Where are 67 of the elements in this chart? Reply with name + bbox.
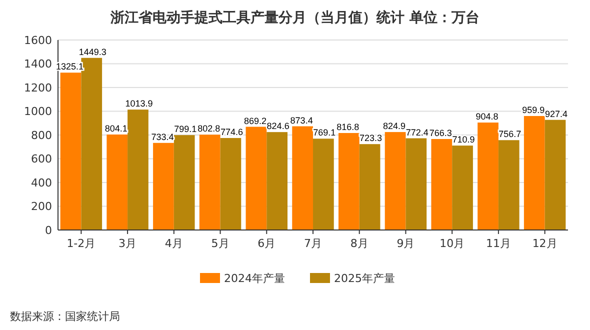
data-label: 1449.3	[78, 46, 106, 57]
bar	[406, 138, 427, 230]
x-tick-label: 4月	[164, 237, 183, 250]
data-label: 824.6	[266, 121, 290, 132]
bar	[246, 126, 267, 230]
data-label: 816.8	[336, 122, 360, 132]
data-label: 1013.9	[125, 98, 153, 109]
bar	[478, 122, 498, 230]
y-tick-label: 1400	[24, 58, 52, 71]
data-label: 756.7	[498, 129, 522, 140]
x-tick-label: 12月	[532, 237, 558, 250]
bar	[313, 138, 334, 230]
data-label: 772.4	[406, 127, 428, 138]
bar	[266, 132, 288, 230]
bar	[199, 134, 220, 230]
data-label: 869.2	[244, 116, 266, 126]
x-tick-label: 6月	[258, 237, 276, 250]
bar	[106, 134, 128, 230]
legend-label: 2024年产量	[224, 272, 285, 285]
bar	[292, 126, 313, 230]
y-tick-label: 0	[45, 224, 52, 237]
data-label: 733.4	[151, 132, 174, 142]
bar	[498, 140, 520, 230]
bar	[174, 135, 195, 230]
bar	[431, 139, 452, 230]
data-label: 799.1	[174, 124, 197, 134]
data-label: 802.8	[198, 124, 220, 134]
y-tick-label: 400	[31, 176, 52, 190]
data-label: 766.3	[429, 128, 452, 138]
x-tick-label: 10月	[440, 237, 465, 250]
y-tick-label: 1000	[24, 105, 52, 118]
bar	[524, 116, 545, 230]
data-label: 804.1	[104, 124, 128, 134]
y-tick-label: 600	[31, 152, 52, 166]
data-label: 873.4	[290, 115, 313, 126]
y-tick-label: 200	[31, 200, 52, 214]
bar	[153, 142, 174, 230]
bar	[81, 58, 102, 230]
bar	[359, 144, 380, 230]
y-tick-label: 1200	[24, 81, 52, 94]
x-tick-label: 11月	[486, 237, 511, 250]
x-tick-label: 9月	[396, 237, 415, 250]
data-label: 774.6	[220, 127, 243, 138]
y-tick-label: 800	[31, 128, 52, 142]
x-tick-label: 7月	[304, 237, 322, 250]
x-tick-label: 3月	[118, 237, 137, 250]
source-note: 数据来源：国家统计局	[10, 310, 120, 323]
bar	[128, 110, 148, 230]
x-tick-label: 1-2月	[66, 237, 96, 250]
bar	[384, 132, 406, 230]
bar	[338, 133, 360, 230]
bar	[60, 72, 82, 230]
data-label: 824.9	[383, 121, 406, 132]
data-label: 959.9	[522, 105, 545, 116]
data-label: 723.3	[360, 133, 382, 144]
data-label: 904.8	[476, 112, 498, 122]
y-tick-label: 1600	[24, 34, 52, 47]
chart-title: 浙江省电动手提式工具产量分月（当月值）统计 单位：万台	[110, 9, 480, 26]
legend-label: 2025年产量	[334, 272, 395, 285]
x-tick-label: 8月	[350, 237, 368, 250]
bar	[220, 138, 242, 230]
data-label: 710.9	[452, 134, 475, 145]
x-tick-label: 5月	[211, 237, 230, 250]
bar	[452, 146, 473, 230]
data-label: 769.1	[313, 128, 336, 138]
bar	[544, 120, 566, 230]
data-label: 927.4	[544, 108, 568, 119]
